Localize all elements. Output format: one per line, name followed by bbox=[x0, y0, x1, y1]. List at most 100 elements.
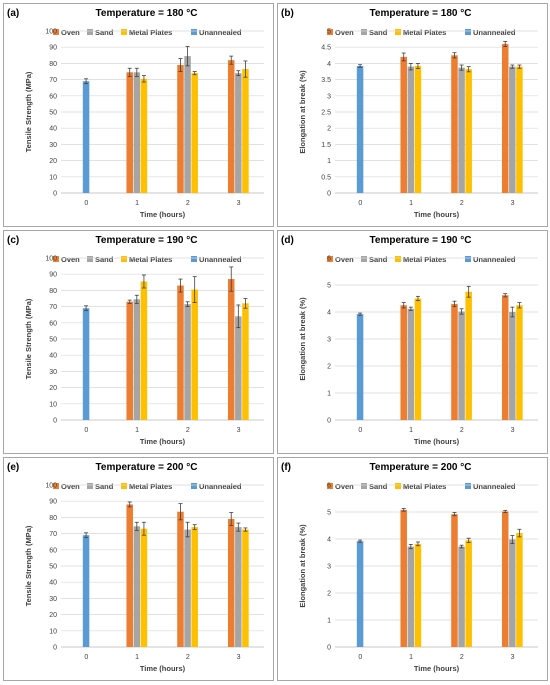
y-tick-label: 70 bbox=[49, 304, 57, 311]
x-axis-label: Time (hours) bbox=[414, 210, 460, 219]
bar-sand bbox=[458, 67, 465, 193]
y-tick-label: 3 bbox=[327, 337, 331, 344]
bar-oven bbox=[501, 43, 509, 194]
bar-sand bbox=[133, 299, 141, 420]
y-tick-label: 5 bbox=[327, 510, 331, 517]
legend-label-sand: Sand bbox=[369, 28, 388, 37]
bar-metal-plates bbox=[140, 78, 148, 193]
y-tick-label: 1 bbox=[327, 158, 331, 165]
x-tick-label: 0 bbox=[358, 654, 362, 661]
bar-metal-plates bbox=[242, 529, 249, 647]
y-tick-label: 0 bbox=[327, 191, 331, 198]
bar-unannealed bbox=[82, 308, 90, 420]
bar-unannealed bbox=[356, 65, 364, 193]
x-tick-label: 0 bbox=[84, 654, 88, 661]
bar-sand bbox=[509, 312, 516, 420]
legend-swatch-sand bbox=[361, 483, 367, 489]
y-tick-label: 10 bbox=[49, 628, 57, 635]
bar-metal-plates bbox=[191, 527, 198, 647]
legend-swatch-unannealed bbox=[191, 256, 197, 262]
bar-unannealed bbox=[82, 81, 90, 193]
y-tick-label: 100 bbox=[45, 256, 57, 263]
x-tick-label: 3 bbox=[511, 200, 515, 207]
legend-label-unannealed: Unannealed bbox=[473, 28, 516, 37]
x-tick-label: 0 bbox=[84, 427, 88, 434]
panel-label: (d) bbox=[281, 235, 294, 246]
bar-metal-plates bbox=[242, 303, 249, 420]
panel-label: (a) bbox=[7, 8, 19, 19]
y-axis-label: Elongation at break (%) bbox=[298, 297, 307, 381]
chart-legend: Oven Sand Metal Plates Unannealed bbox=[53, 28, 242, 37]
chart-panel-b: (b) Temperature = 180 °C Oven Sand Metal Pla… bbox=[277, 3, 548, 227]
legend-swatch-unannealed bbox=[465, 29, 471, 35]
panel-label: (c) bbox=[7, 235, 19, 246]
x-tick-label: 3 bbox=[511, 654, 515, 661]
legend-swatch-sand bbox=[87, 483, 93, 489]
y-tick-label: 2 bbox=[327, 591, 331, 598]
chart-panel-f: (f) Temperature = 200 °C Oven Sand Metal Pla… bbox=[277, 457, 548, 681]
chart-panel-c: (c) Temperature = 190 °C Oven Sand Metal Pla… bbox=[3, 230, 274, 454]
y-tick-label: 3 bbox=[327, 564, 331, 571]
bar-oven bbox=[451, 55, 458, 193]
y-tick-label: 80 bbox=[49, 288, 57, 295]
y-tick-label: 4 bbox=[327, 537, 331, 544]
x-axis-label: Time (hours) bbox=[414, 664, 460, 673]
legend-swatch-oven bbox=[53, 483, 59, 489]
y-tick-label: 0 bbox=[53, 418, 57, 425]
y-tick-label: 4 bbox=[327, 310, 331, 317]
bar-metal-plates bbox=[516, 533, 523, 647]
y-tick-label: 0 bbox=[327, 418, 331, 425]
y-tick-label: 10 bbox=[49, 401, 57, 408]
x-tick-label: 0 bbox=[84, 200, 88, 207]
y-tick-label: 1 bbox=[327, 391, 331, 398]
y-tick-label: 90 bbox=[49, 45, 57, 52]
x-tick-label: 0 bbox=[358, 200, 362, 207]
bar-oven bbox=[126, 504, 133, 647]
bar-oven bbox=[451, 303, 458, 420]
chart-panel-d: (d) Temperature = 190 °C Oven Sand Metal Pla… bbox=[277, 230, 548, 454]
y-tick-label: 1.5 bbox=[321, 142, 331, 149]
y-axis-label: Tensile Strength (MPa) bbox=[24, 71, 33, 152]
legend-label-oven: Oven bbox=[335, 28, 354, 37]
legend-label-sand: Sand bbox=[369, 255, 388, 264]
bar-metal-plates bbox=[516, 66, 523, 193]
legend-label-sand: Sand bbox=[95, 482, 114, 491]
legend-label-metal-plates: Metal Plates bbox=[403, 482, 446, 491]
legend-swatch-oven bbox=[327, 256, 333, 262]
y-tick-label: 60 bbox=[49, 547, 57, 554]
chart-title: Temperature = 180 °C bbox=[370, 8, 472, 19]
legend-label-metal-plates: Metal Plates bbox=[129, 255, 172, 264]
y-axis-label: Elongation at break (%) bbox=[298, 524, 307, 608]
bar-metal-plates bbox=[414, 65, 422, 193]
legend-label-unannealed: Unannealed bbox=[199, 255, 242, 264]
chart-legend: Oven Sand Metal Plates Unannealed bbox=[327, 28, 516, 37]
x-tick-label: 3 bbox=[237, 200, 241, 207]
legend-label-unannealed: Unannealed bbox=[199, 482, 242, 491]
legend-label-metal-plates: Metal Plates bbox=[129, 28, 172, 37]
legend-label-sand: Sand bbox=[369, 482, 388, 491]
y-tick-label: 0 bbox=[53, 191, 57, 198]
y-tick-label: 1 bbox=[327, 618, 331, 625]
bar-metal-plates bbox=[140, 528, 148, 647]
y-tick-label: 30 bbox=[49, 369, 57, 376]
legend-swatch-sand bbox=[87, 29, 93, 35]
panel-label: (f) bbox=[281, 462, 291, 473]
legend-swatch-metal-plates bbox=[395, 256, 401, 262]
chart-legend: Oven Sand Metal Plates Unannealed bbox=[327, 482, 516, 491]
x-tick-label: 2 bbox=[186, 654, 190, 661]
bar-metal-plates bbox=[414, 543, 422, 647]
x-tick-label: 3 bbox=[237, 654, 241, 661]
bar-oven bbox=[177, 65, 184, 193]
legend-swatch-metal-plates bbox=[121, 483, 127, 489]
y-tick-label: 30 bbox=[49, 142, 57, 149]
bar-oven bbox=[501, 295, 509, 420]
legend-swatch-metal-plates bbox=[121, 29, 127, 35]
y-tick-label: 2 bbox=[327, 126, 331, 133]
bar-oven bbox=[227, 279, 235, 420]
chart-svg: (d) Temperature = 190 °C Oven Sand Metal Pla… bbox=[277, 230, 548, 454]
chart-legend: Oven Sand Metal Plates Unannealed bbox=[53, 255, 242, 264]
chart-title: Temperature = 190 °C bbox=[96, 235, 198, 246]
bar-sand bbox=[133, 72, 141, 193]
bar-sand bbox=[458, 546, 465, 647]
chart-panel-e: (e) Temperature = 200 °C Oven Sand Metal Pla… bbox=[3, 457, 274, 681]
